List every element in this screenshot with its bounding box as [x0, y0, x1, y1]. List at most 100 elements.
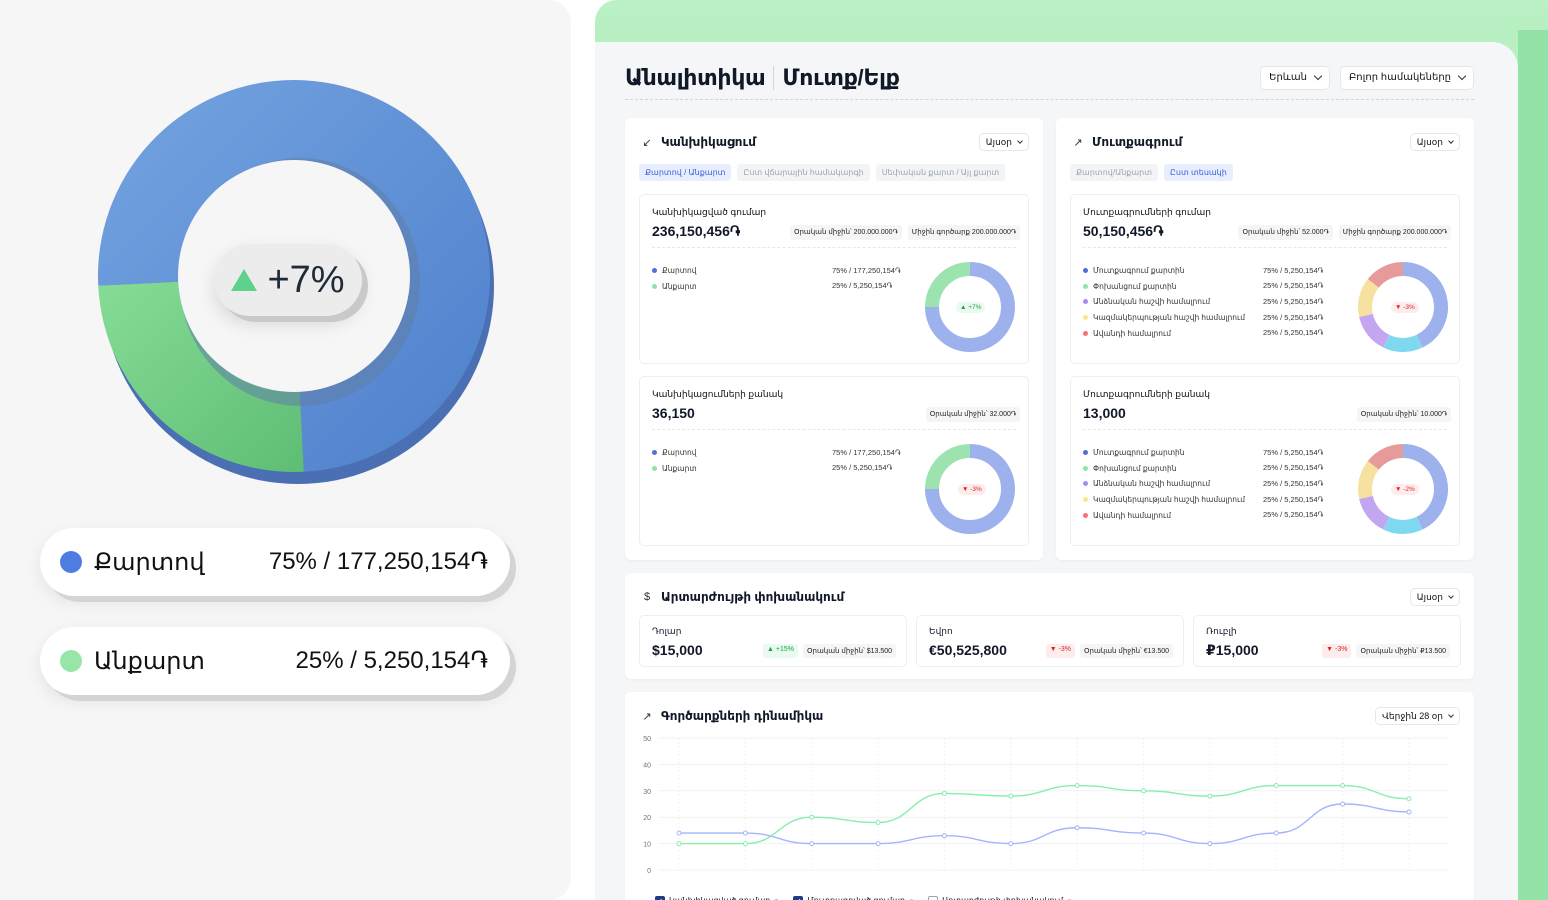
data-point[interactable] — [1406, 796, 1412, 802]
tab-own-other-card[interactable]: Սեփական քարտ / Այլ քարտ — [875, 164, 1006, 181]
hero-legend-card-card: Քարտով 75% / 177,250,154֏ — [40, 528, 510, 596]
cash-period-select[interactable]: Այսօր — [978, 133, 1029, 151]
data-point[interactable] — [941, 790, 947, 796]
legend-dot-icon — [1083, 465, 1088, 471]
deposit-amount-badge: ▼ -3% — [1391, 302, 1419, 313]
list-item-name: Քարտով — [662, 448, 697, 458]
deposit-card: ↗ Մուտքագրում Այսօր Քարտով/Անքարտ Ըստ տե… — [1056, 118, 1474, 560]
currency-period-select[interactable]: Այսօր — [1409, 588, 1460, 606]
list-item-value: 25% / 5,250,154֏ — [1263, 328, 1324, 338]
dynamics-line-chart: 0 10 20 30 40 50 — [643, 736, 1449, 874]
donut-slice — [925, 262, 1015, 352]
data-point[interactable] — [1207, 793, 1213, 799]
data-point[interactable] — [809, 814, 815, 820]
checkbox[interactable] — [928, 896, 939, 900]
checkbox[interactable]: ✓ — [793, 896, 804, 900]
data-point[interactable] — [1406, 809, 1412, 815]
checkbox[interactable]: ✓ — [655, 896, 665, 900]
deposit-amount-panel: Մուտքագրումների գումար 50,150,456֏ Օրակա… — [1070, 194, 1460, 364]
deposit-period-select[interactable]: Այսօր — [1409, 133, 1460, 151]
arrow-up-right-icon: ↗ — [1073, 136, 1083, 149]
tab-card-cashless[interactable]: Քարտով/Անքարտ — [1070, 164, 1159, 181]
chevron-down-icon — [1313, 71, 1323, 81]
deposit-count-rows: Մուտքագրում քարտին 75% / 5,250,154֏ Փոխանց… — [1083, 445, 1323, 523]
data-point[interactable] — [1273, 830, 1279, 836]
donut-slice — [1402, 262, 1448, 348]
legend-item[interactable]: ✓ Կանխիկացված գումար — [655, 896, 780, 900]
data-point[interactable] — [875, 819, 881, 825]
data-point[interactable] — [1141, 788, 1147, 794]
data-point[interactable] — [1008, 793, 1014, 799]
tab-by-type[interactable]: Ըստ տեսակի — [1164, 164, 1233, 181]
data-point[interactable] — [742, 830, 748, 836]
cash-period-value: Այսօր — [985, 136, 1012, 147]
tab-card-cashless[interactable]: Քարտով / Անքարտ — [639, 164, 732, 181]
series-line — [679, 784, 1410, 845]
y-tick-label: 30 — [643, 789, 651, 796]
hero-donut-slice-card — [98, 80, 490, 472]
currency-change: -3% — [1335, 646, 1348, 653]
legend-label: Մուտքագրված գումար — [807, 896, 905, 900]
data-point[interactable] — [1273, 783, 1279, 789]
legend-dot-icon — [774, 898, 780, 900]
data-point[interactable] — [676, 830, 682, 836]
city-select[interactable]: Երևան — [1260, 65, 1330, 90]
list-item: Մուտքագրում քարտին 75% / 5,250,154֏ — [1083, 445, 1323, 461]
deposit-amount-value: 50,150,456֏ — [1083, 223, 1164, 239]
donut-slice — [925, 444, 1015, 534]
deposit-tabs: Քարտով/Անքարտ Ըստ տեսակի — [1070, 164, 1233, 181]
y-tick-label: 50 — [643, 736, 651, 743]
hero-legend-value: 75% / 177,250,154֏ — [268, 548, 488, 575]
currency-value: €50,525,800 — [929, 642, 1007, 658]
hero-change-value: +7% — [267, 258, 345, 301]
list-item-name: Անքարտ — [662, 463, 697, 473]
data-point[interactable] — [1141, 830, 1147, 836]
list-item-value: 25% / 5,250,154֏ — [1263, 494, 1324, 504]
y-tick-label: 40 — [643, 762, 651, 769]
dynamics-period-select[interactable]: Վերջին 28 օր — [1375, 707, 1460, 725]
data-point[interactable] — [676, 841, 682, 847]
y-tick-label: 0 — [647, 868, 651, 874]
arrow-down-left-icon: ↙ — [642, 136, 652, 149]
legend-dot-icon — [652, 450, 657, 456]
vendors-select[interactable]: Բոլոր համակեները — [1339, 65, 1474, 90]
cash-count-donut — [925, 444, 1015, 534]
legend-dot-icon — [1083, 299, 1088, 305]
deposit-count-daily-avg: Օրական միջին՝ 10.000֏ — [1356, 407, 1451, 422]
cash-card-title: Կանխիկացում — [661, 135, 756, 149]
deposit-count-donut — [1358, 444, 1448, 534]
data-point[interactable] — [1207, 841, 1213, 847]
cash-amount-donut — [925, 262, 1015, 352]
hero-change-badge: +7% — [214, 244, 362, 316]
cash-tabs: Քարտով / Անքարտ Ըստ վճարային համակարգի Ս… — [639, 164, 1006, 181]
legend-item[interactable]: Արտարժույթի փոխանակում — [928, 896, 1073, 900]
data-point[interactable] — [875, 841, 881, 847]
donut-slice — [1402, 444, 1448, 530]
legend-dot-icon — [60, 551, 82, 573]
title-divider — [773, 65, 775, 90]
chevron-down-icon — [1457, 71, 1467, 81]
data-point[interactable] — [1074, 825, 1080, 831]
page-subtitle: Մուտք/Ելք — [782, 64, 900, 90]
data-point[interactable] — [1340, 801, 1346, 807]
list-item-value: 25% / 5,250,154֏ — [1263, 296, 1324, 306]
donut-slice — [1358, 278, 1379, 318]
cash-count-rows: Քարտով 75% / 177,250,154֏ Անքարտ 25% / 5,25… — [652, 445, 900, 476]
list-item-name: Կազմակերպության հաշվի համալրում — [1093, 495, 1245, 505]
data-point[interactable] — [742, 841, 748, 847]
data-point[interactable] — [1340, 783, 1346, 789]
tab-payment-system[interactable]: Ըստ վճարային համակարգի — [737, 164, 870, 181]
data-point[interactable] — [809, 841, 815, 847]
list-item-name: Մուտքագրում քարտին — [1093, 448, 1185, 458]
legend-item[interactable]: ✓Մուտքագրված գումար — [793, 896, 915, 900]
deposit-amount-rows: Մուտքագրում քարտին 75% / 5,250,154֏ Փոխանց… — [1083, 263, 1323, 341]
dynamics-legend: ✓Կանխիկացված գումար✓Մուտքագրված գումարԱր… — [655, 896, 1073, 900]
cash-card: ↙ Կանխիկացում Այսօր Քարտով / Անքարտ Ըստ … — [625, 118, 1043, 560]
cash-amount-label: Կանխիկացված գումար — [652, 207, 767, 217]
data-point[interactable] — [1074, 783, 1080, 789]
data-point[interactable] — [1008, 841, 1014, 847]
donut-slice — [925, 444, 971, 490]
dynamics-period-value: Վերջին 28 օր — [1382, 710, 1443, 721]
list-item-name: Անձնական հաշվի համալրում — [1093, 479, 1211, 489]
data-point[interactable] — [941, 833, 947, 839]
